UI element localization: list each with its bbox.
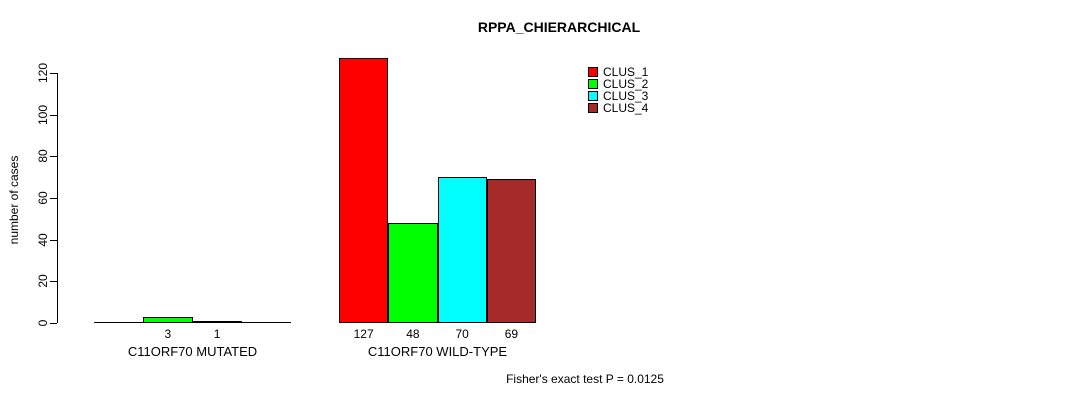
bar-value-label: 127 (353, 327, 374, 341)
y-axis-title: number of cases (7, 155, 21, 245)
legend-swatch-clus_4 (588, 103, 598, 113)
y-tick-label: 120 (36, 62, 50, 84)
bar-clus_3 (192, 321, 242, 323)
y-tick-mark (50, 73, 57, 74)
legend-label: CLUS_1 (603, 65, 649, 79)
bar-clus_2 (143, 317, 193, 323)
legend-swatch-clus_3 (588, 91, 598, 101)
y-tick-label: 0 (36, 319, 50, 327)
x-group-label-wild-type: C11ORF70 WILD-TYPE (367, 344, 508, 359)
y-tick-label: 40 (36, 232, 50, 247)
bar-value-label: 48 (406, 327, 420, 341)
legend-row-clus_1: CLUS_1 (588, 66, 648, 78)
bar-clus_3 (437, 177, 487, 323)
legend-row-clus_3: CLUS_3 (588, 90, 648, 102)
bar-clus_1 (339, 58, 389, 323)
y-tick-mark (50, 198, 57, 199)
fisher-test-annotation: Fisher's exact test P = 0.0125 (506, 372, 664, 386)
y-tick-label: 80 (36, 149, 50, 164)
bar-value-label: 3 (164, 327, 172, 341)
bar-value-label: 70 (455, 327, 469, 341)
legend-swatch-clus_2 (588, 79, 598, 89)
y-tick-label: 60 (36, 191, 50, 205)
y-tick-mark (50, 240, 57, 241)
y-tick-mark (50, 115, 57, 116)
y-tick-label: 100 (36, 104, 50, 125)
bar-clus_4 (486, 179, 536, 323)
bar-clus_2 (388, 223, 438, 323)
bar-value-label: 69 (504, 327, 519, 341)
y-tick-mark (50, 323, 57, 324)
chart-title: RPPA_CHIERARCHICAL (477, 19, 641, 35)
legend-row-clus_4: CLUS_4 (588, 102, 648, 114)
legend-label: CLUS_3 (603, 89, 649, 103)
legend: CLUS_1 CLUS_2 CLUS_3 CLUS_4 (588, 66, 648, 114)
legend-row-clus_2: CLUS_2 (588, 78, 648, 90)
y-axis-line (57, 73, 58, 323)
bar-value-label: 1 (213, 327, 221, 341)
legend-label: CLUS_4 (603, 101, 649, 115)
legend-label: CLUS_2 (603, 77, 649, 91)
y-tick-mark (50, 156, 57, 157)
y-tick-mark (50, 281, 57, 282)
y-tick-label: 20 (36, 274, 50, 289)
x-group-label-mutated: C11ORF70 MUTATED (127, 344, 258, 359)
legend-swatch-clus_1 (588, 67, 598, 77)
